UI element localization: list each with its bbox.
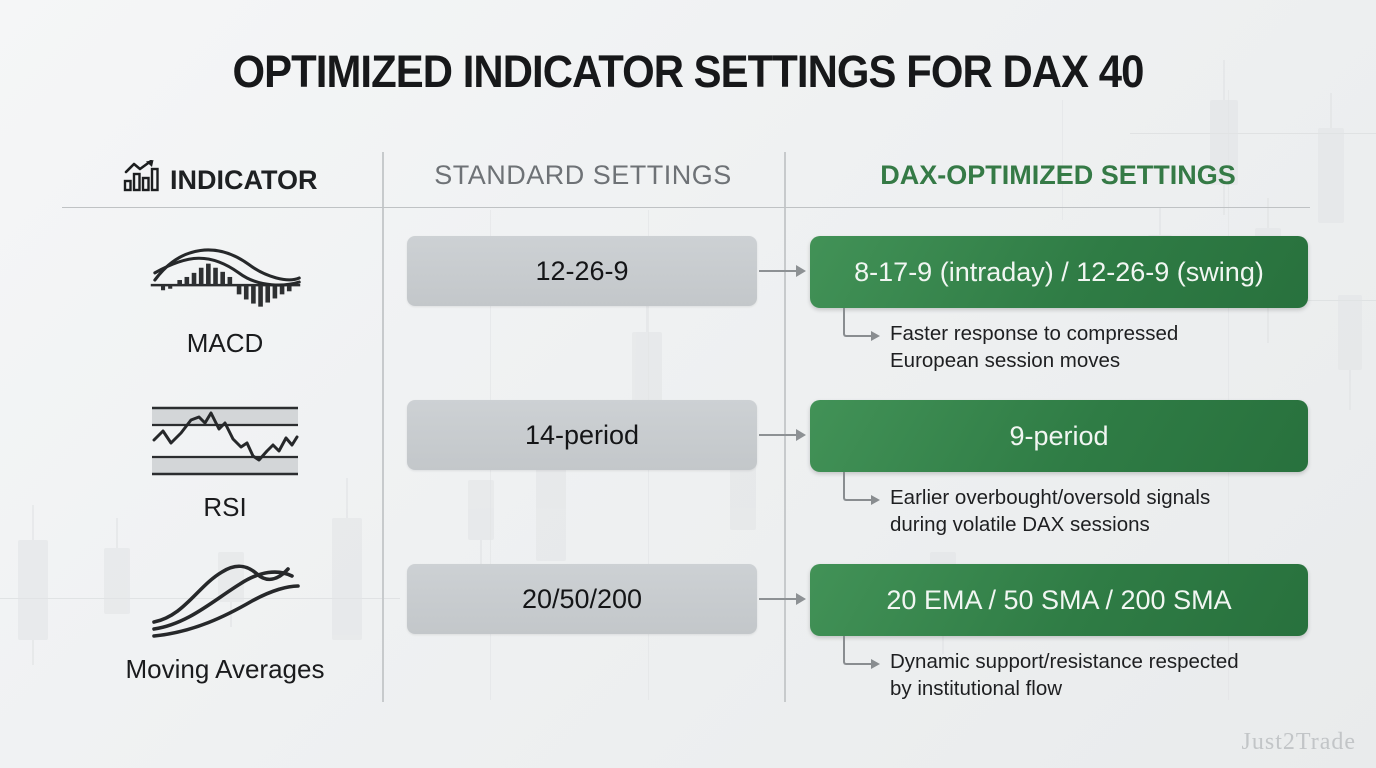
macd-icon — [148, 236, 303, 327]
note-line: by institutional flow — [890, 677, 1063, 700]
column-header-dax-optimized-settings: DAX-OPTIMIZED SETTINGS — [880, 160, 1236, 190]
note-line: during volatile DAX sessions — [890, 513, 1150, 536]
indicator-label-moving-averages: Moving Averages — [125, 654, 325, 684]
standard-setting-macd: 12-26-9 — [407, 236, 757, 306]
optimized-setting-rsi: 9-period — [810, 400, 1308, 472]
note-line: Faster response to compressed — [890, 322, 1179, 345]
watermark-just2trade: Just2Trade — [1241, 729, 1356, 755]
bar-chart-trend-icon — [122, 159, 160, 201]
optimized-setting-moving-averages: 20 EMA / 50 SMA / 200 SMA — [810, 564, 1308, 636]
column-divider — [784, 152, 786, 702]
elbow-arrow-icon — [843, 636, 880, 669]
standard-setting-moving-averages: 20/50/200 — [407, 564, 757, 634]
column-header-label: INDICATOR — [170, 165, 318, 195]
column-header-indicator: INDICATOR — [122, 159, 332, 201]
note-macd: Faster response to compressed European s… — [890, 320, 1320, 374]
elbow-arrow-icon — [843, 308, 880, 341]
standard-setting-rsi: 14-period — [407, 400, 757, 470]
indicator-label-macd: MACD — [186, 328, 264, 358]
arrow-right-icon — [759, 265, 806, 277]
arrow-right-icon — [759, 429, 806, 441]
arrow-right-icon — [759, 593, 806, 605]
moving-averages-icon — [140, 554, 310, 653]
header-underline — [62, 207, 1310, 208]
column-divider — [382, 152, 384, 702]
note-rsi: Earlier overbought/oversold signals duri… — [890, 484, 1320, 538]
note-line: Dynamic support/resistance respected — [890, 650, 1239, 673]
note-moving-averages: Dynamic support/resistance respected by … — [890, 648, 1320, 702]
page-title: OPTIMIZED INDICATOR SETTINGS FOR DAX 40 — [232, 46, 1145, 97]
rsi-icon — [150, 398, 300, 491]
elbow-arrow-icon — [843, 472, 880, 505]
optimized-setting-macd: 8-17-9 (intraday) / 12-26-9 (swing) — [810, 236, 1308, 308]
column-header-standard-settings: STANDARD SETTINGS — [434, 160, 732, 190]
indicator-label-rsi: RSI — [203, 492, 247, 522]
note-line: European session moves — [890, 349, 1121, 372]
note-line: Earlier overbought/oversold signals — [890, 486, 1211, 509]
